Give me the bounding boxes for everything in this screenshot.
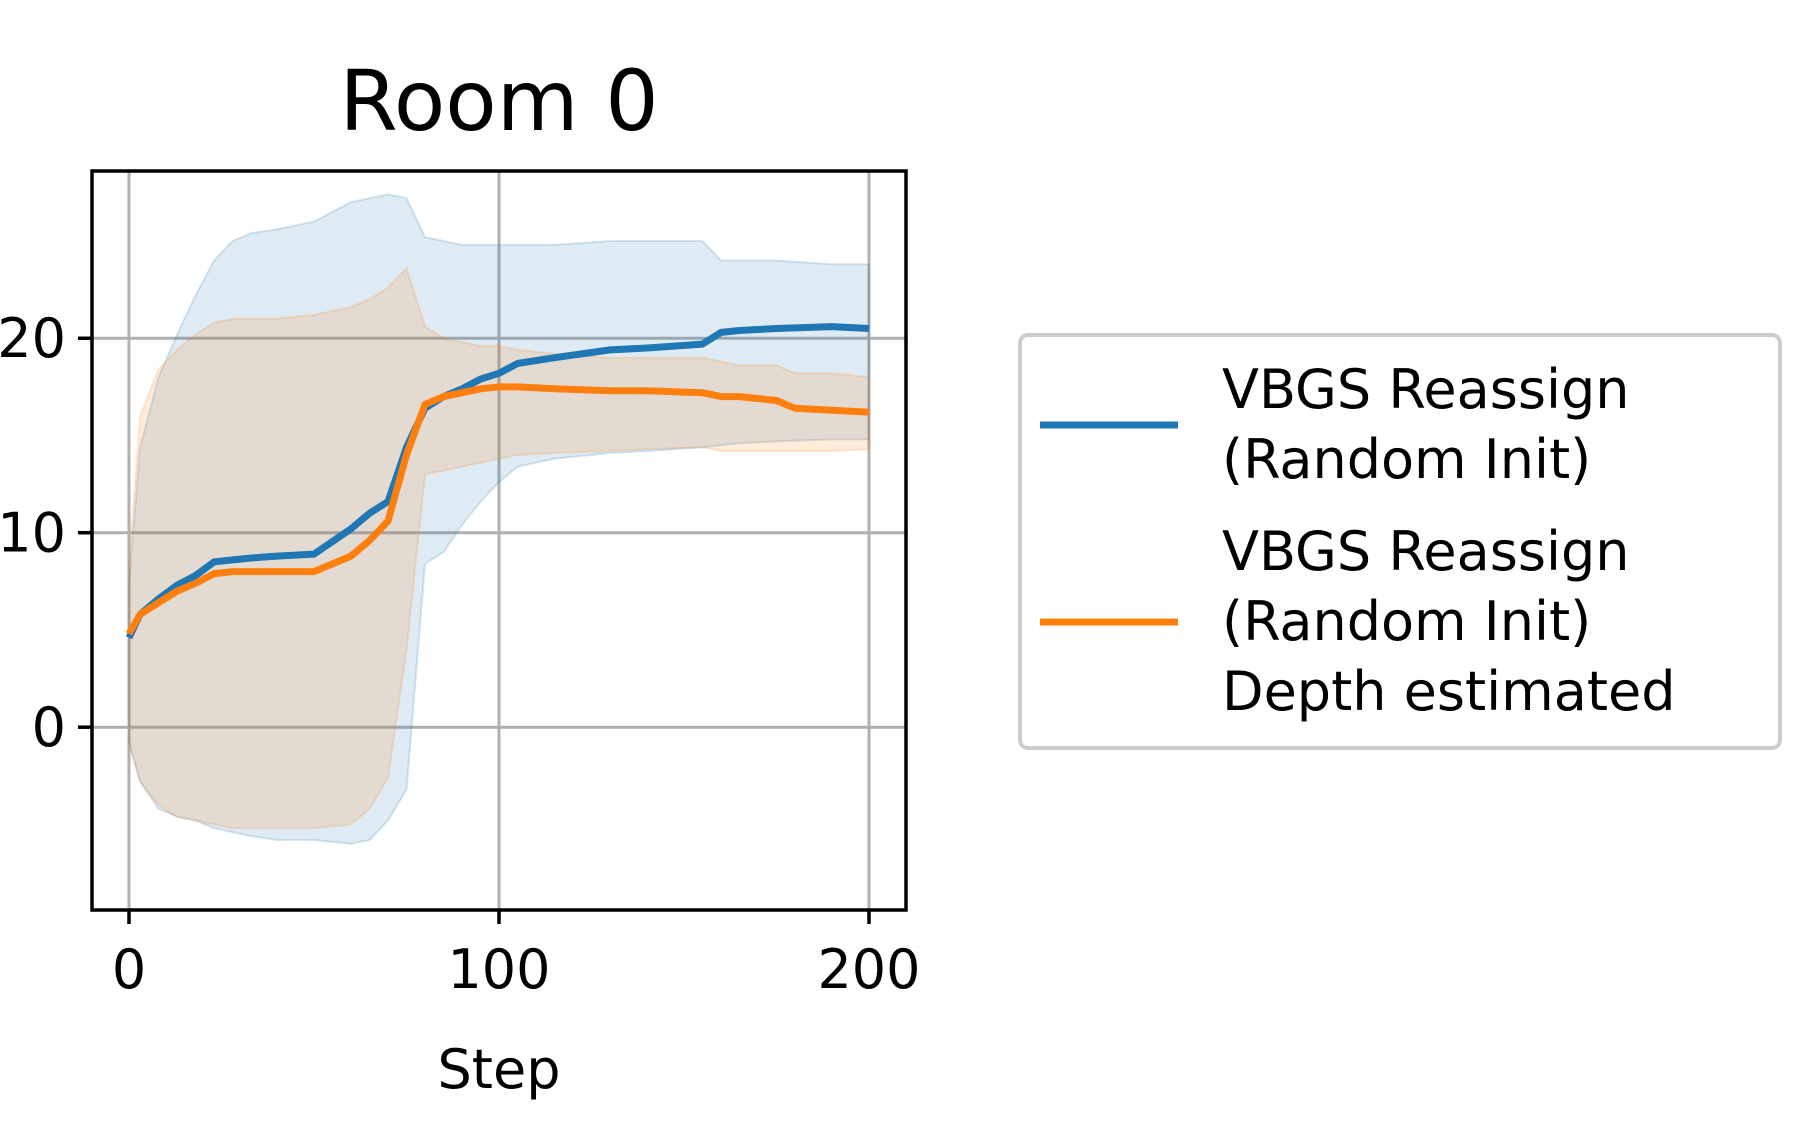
x-tick-label: 100	[447, 938, 550, 1001]
grid-lines	[92, 171, 906, 910]
chart-title: Room 0	[339, 52, 658, 150]
x-tick-label: 0	[112, 938, 146, 1001]
y-tick-label: 10	[0, 502, 66, 565]
y-tick-label: 0	[32, 696, 66, 759]
legend-label-0: VBGS Reassign (Random Init)	[1222, 358, 1630, 491]
legend-label-1: VBGS Reassign (Random Init) Depth estimate…	[1222, 520, 1676, 723]
x-axis-label: Step	[438, 1038, 561, 1101]
confidence-band-series-1	[128, 266, 870, 830]
legend-box	[1018, 333, 1782, 750]
confidence-bands	[128, 193, 870, 845]
x-tick-label: 200	[817, 938, 920, 1001]
axis-ticks: 0 100 200 0 10 20	[0, 307, 921, 1001]
legend: VBGS Reassign (Random Init) VBGS Reassign(…	[1018, 333, 1782, 750]
y-tick-label: 20	[0, 307, 66, 370]
confidence-band-series-0	[128, 193, 870, 845]
series-lines	[125, 323, 870, 640]
series-line-1	[125, 383, 870, 636]
